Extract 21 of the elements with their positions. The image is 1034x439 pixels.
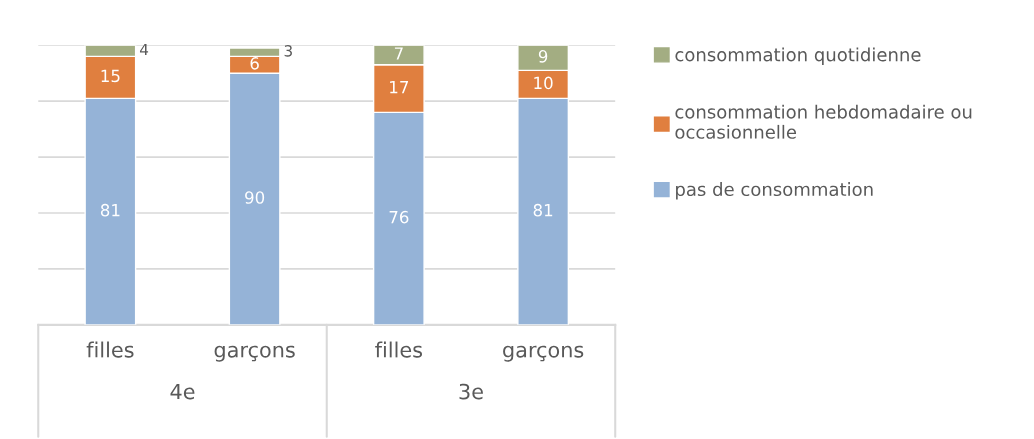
data-label: 15 [101, 69, 120, 83]
data-label: 4 [139, 43, 149, 56]
x-tick-label: garçons [503, 345, 584, 362]
data-label: 7 [394, 47, 403, 60]
x-tick-label: garçons [214, 345, 295, 362]
data-label: 17 [390, 81, 409, 94]
data-label: 9 [538, 50, 548, 63]
text: 4e [170, 383, 195, 400]
legend-label: consommation quotidienne [675, 47, 921, 65]
text: 3e [459, 383, 483, 400]
data-label: 10 [534, 76, 553, 90]
x-tick-label: filles [86, 341, 134, 358]
data-label: 76 [389, 210, 409, 224]
data-label: 81 [100, 203, 120, 217]
x-tick-label: filles [375, 341, 423, 358]
data-label: 3 [284, 45, 292, 57]
legend-label: consommation hebdomadaire ou occasionnelle [675, 104, 972, 139]
data-label: 90 [245, 191, 265, 204]
data-label: 81 [533, 203, 553, 217]
data-label: 6 [250, 57, 259, 70]
legend-label: pas de consommation [676, 182, 873, 200]
